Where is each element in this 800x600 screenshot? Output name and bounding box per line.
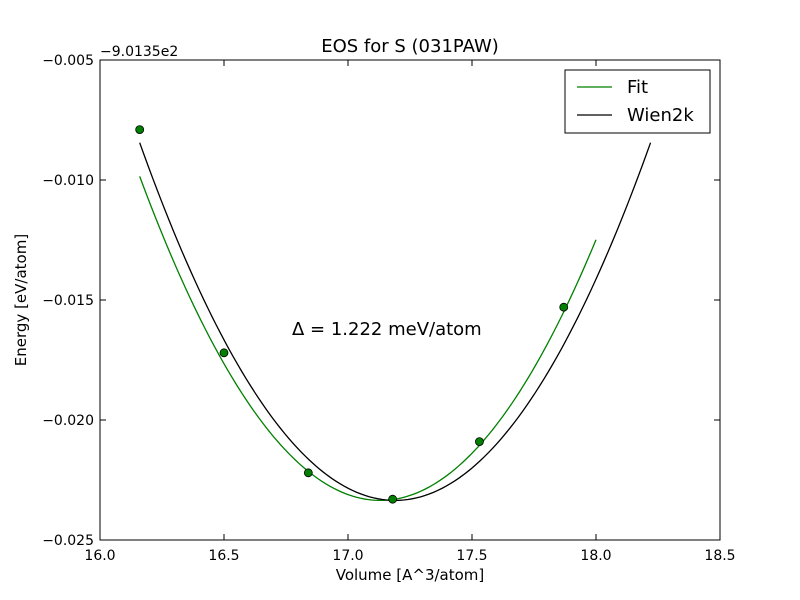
x-tick-label: 17.5 (456, 548, 487, 564)
x-axis-label: Volume [A^3/atom] (336, 566, 485, 584)
data-point (388, 494, 398, 504)
delta-annotation: Δ = 1.222 meV/atom (292, 319, 482, 340)
data-point (135, 125, 145, 135)
data-point (303, 468, 313, 478)
y-tick-label: −0.005 (42, 53, 94, 69)
y-tick-label: −0.025 (42, 533, 94, 549)
x-tick-label: 18.0 (580, 548, 611, 564)
legend-label-fit: Fit (627, 77, 648, 98)
x-tick-label: 17.0 (332, 548, 363, 564)
y-tick-label: −0.020 (42, 413, 94, 429)
data-point (219, 348, 229, 358)
x-tick-label: 18.5 (704, 548, 735, 564)
legend: Fit Wien2k (564, 69, 711, 134)
data-point (559, 302, 569, 312)
series-line-fit (139, 176, 597, 502)
data-point (475, 437, 484, 447)
y-offset-label: −9.0135e2 (100, 44, 178, 60)
y-tick-label: −0.010 (42, 173, 94, 189)
legend-box (564, 69, 711, 134)
ticks-layer: 16.0 16.5 17.0 17.5 18.0 18.5 −0.005 −0.010 −0.0… (42, 53, 735, 564)
y-axis-label: Energy [eV/atom] (12, 234, 30, 366)
data-points-layer (135, 125, 569, 504)
legend-label-wien2k: Wien2k (627, 105, 694, 126)
chart-title: EOS for S (031PAW) (321, 36, 499, 57)
y-tick-label: −0.015 (42, 293, 94, 309)
x-tick-label: 16.5 (208, 548, 239, 564)
x-tick-label: 16.0 (84, 548, 115, 564)
